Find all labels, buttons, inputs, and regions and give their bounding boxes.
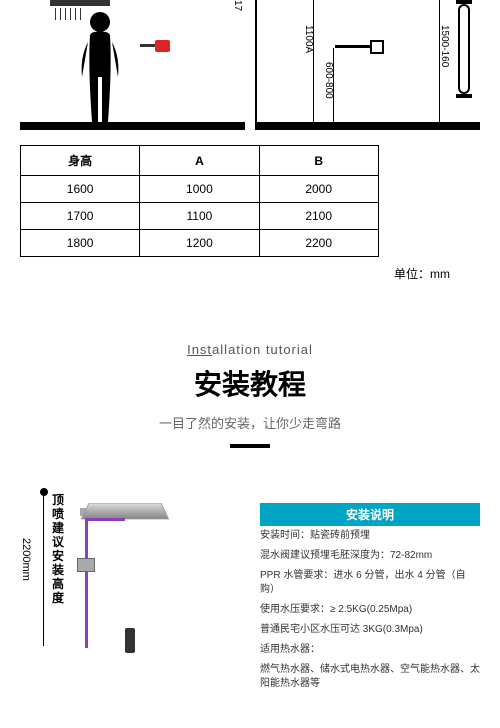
chinese-title: 安装教程 (20, 363, 480, 403)
table-header-row: 身高 A B (21, 146, 379, 176)
info-row: 普通民宅小区水压可达 3KG(0.3Mpa) (260, 620, 480, 640)
th-b: B (259, 146, 378, 176)
dim-line-2 (333, 48, 334, 122)
th-a: A (140, 146, 259, 176)
shower-head-top (81, 503, 169, 519)
dim-line-1 (313, 0, 314, 122)
install-info-box: 安装说明 安装时间：贴瓷砖前预埋 混水阀建议预埋毛胚深度为：72-82mm PP… (260, 503, 480, 694)
height-value: 2200mm (20, 538, 32, 581)
dim-line-3 (439, 0, 440, 122)
height-marker (40, 488, 48, 646)
info-row: 混水阀建议预埋毛胚深度为：72-82mm (260, 546, 480, 566)
info-row: 燃气热水器、储水式电热水器、空气能热水器、太阳能热水器等 (260, 660, 480, 694)
height-table-section: 身高 A B 1600 1000 2000 1700 1100 2100 180… (0, 130, 500, 292)
info-header: 安装说明 (260, 503, 480, 526)
title-section: Installation tutorial 安装教程 一目了然的安装，让你少走弯… (0, 292, 500, 478)
dim-1500-160: 1500-160 (439, 25, 450, 67)
pipe-vertical (85, 518, 88, 648)
divider-bar (230, 444, 270, 448)
pipe-horizontal (85, 518, 125, 521)
info-row: 适用热水器： (260, 640, 480, 660)
height-label: 顶喷建议安装高度 (52, 493, 66, 605)
info-row: 使用水压要求：≥ 2.5KG(0.25Mpa) (260, 600, 480, 620)
hand-shower (125, 628, 135, 653)
info-row: PPR 水管要求：进水 6 分管，出水 4 分管（自购） (260, 566, 480, 600)
dim-label-17: 17 (232, 0, 243, 11)
scrubber-icon (140, 40, 170, 52)
table-body: 1600 1000 2000 1700 1100 2100 1800 1200 … (21, 176, 379, 257)
height-table: 身高 A B 1600 1000 2000 1700 1100 2100 180… (20, 145, 379, 257)
installation-diagram: 2200mm 顶喷建议安装高度 安装说明 安装时间：贴瓷砖前预埋 混水阀建议预埋… (0, 478, 500, 648)
unit-label: 单位：mm (20, 265, 480, 282)
shower-system (85, 498, 165, 523)
table-row: 1800 1200 2200 (21, 230, 379, 257)
table-row: 1600 1000 2000 (21, 176, 379, 203)
bar-cap-top (456, 0, 472, 4)
wall-line (255, 0, 257, 122)
subtitle: 一目了然的安装，让你少走弯路 (20, 413, 480, 432)
english-title: Installation tutorial (20, 342, 480, 357)
person-silhouette (70, 7, 130, 122)
shower-head-shape (50, 0, 110, 6)
fixture-shape (335, 40, 385, 54)
fixture-diagram: 1100A 600-800 1500-160 (255, 0, 480, 130)
th-height: 身高 (21, 146, 140, 176)
valve-box (77, 558, 95, 572)
table-row: 1700 1100 2100 (21, 203, 379, 230)
marker-line (43, 496, 44, 646)
dimension-diagrams: 17 1100A 600-800 1500-160 (0, 0, 500, 130)
shower-person-diagram: 17 (20, 0, 245, 130)
grab-bar (458, 4, 470, 94)
info-row: 安装时间：贴瓷砖前预埋 (260, 526, 480, 546)
bar-cap-bottom (456, 94, 472, 98)
marker-dot-icon (40, 488, 48, 496)
